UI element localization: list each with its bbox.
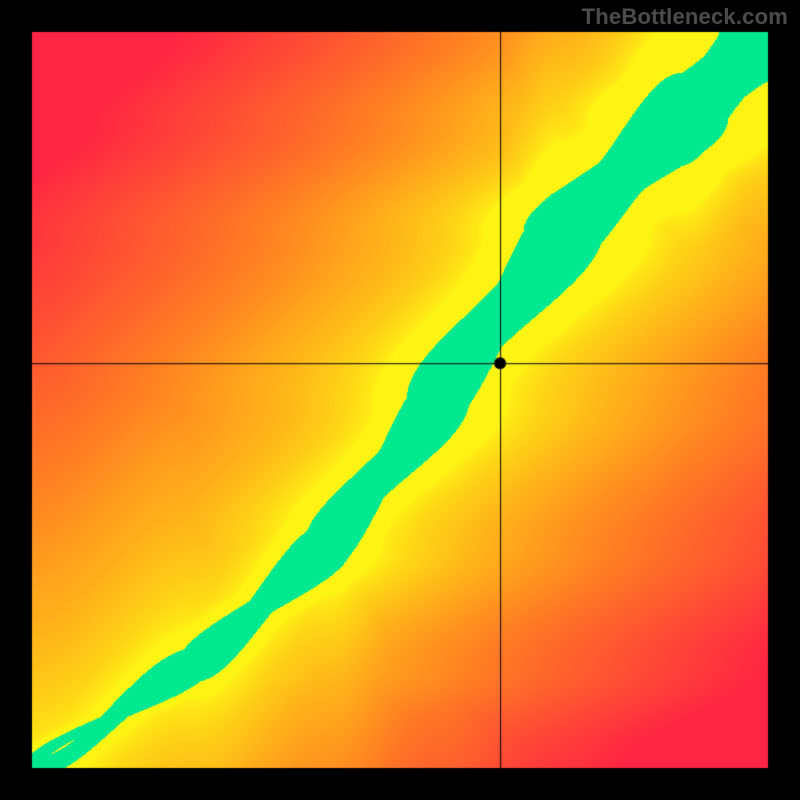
chart-container: TheBottleneck.com [0, 0, 800, 800]
watermark-text: TheBottleneck.com [582, 4, 788, 30]
heatmap-canvas [0, 0, 800, 800]
